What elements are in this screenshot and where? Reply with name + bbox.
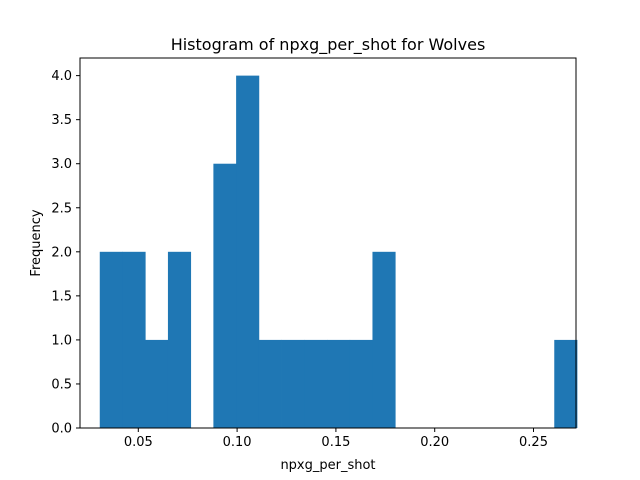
y-tick-label: 1.0 <box>51 333 72 348</box>
y-axis-label: Frequency <box>29 209 44 276</box>
y-tick-label: 0.5 <box>51 377 72 392</box>
histogram-bar <box>167 251 192 428</box>
plot-frame <box>79 57 577 429</box>
x-tick-label: 0.05 <box>124 435 153 450</box>
histogram-bar <box>554 339 578 428</box>
x-axis-ticks: 0.05 0.10 0.15 0.20 0.25 <box>124 428 548 450</box>
histogram-bar <box>122 251 146 428</box>
y-tick-label: 1.5 <box>51 289 72 304</box>
y-tick-label: 0.0 <box>51 422 72 437</box>
y-tick-label: 4.0 <box>51 69 72 84</box>
y-axis-ticks: 0.0 0.5 1.0 1.5 2.0 2.5 3.0 3.5 4.0 <box>51 69 80 437</box>
histogram-bar <box>145 339 169 428</box>
histogram-bar <box>327 339 351 428</box>
y-tick-label: 3.5 <box>51 113 72 128</box>
x-tick-label: 0.10 <box>223 435 252 450</box>
chart-title: Histogram of npxg_per_shot for Wolves <box>171 35 486 55</box>
y-tick-label: 3.0 <box>51 157 72 172</box>
histogram-bar <box>99 251 123 428</box>
histogram-bar <box>258 339 282 428</box>
x-tick-label: 0.15 <box>321 435 350 450</box>
histogram-bar <box>304 339 328 428</box>
histogram-bar <box>349 339 373 428</box>
x-tick-label: 0.25 <box>519 435 548 450</box>
bars-group <box>99 75 578 428</box>
x-axis-label: npxg_per_shot <box>280 458 375 473</box>
histogram-bar <box>281 339 305 428</box>
x-tick-label: 0.20 <box>420 435 449 450</box>
histogram-bar <box>372 251 396 428</box>
y-tick-label: 2.5 <box>51 201 72 216</box>
y-tick-label: 2.0 <box>51 245 72 260</box>
histogram-bar <box>213 163 237 428</box>
histogram-bar <box>236 75 260 428</box>
